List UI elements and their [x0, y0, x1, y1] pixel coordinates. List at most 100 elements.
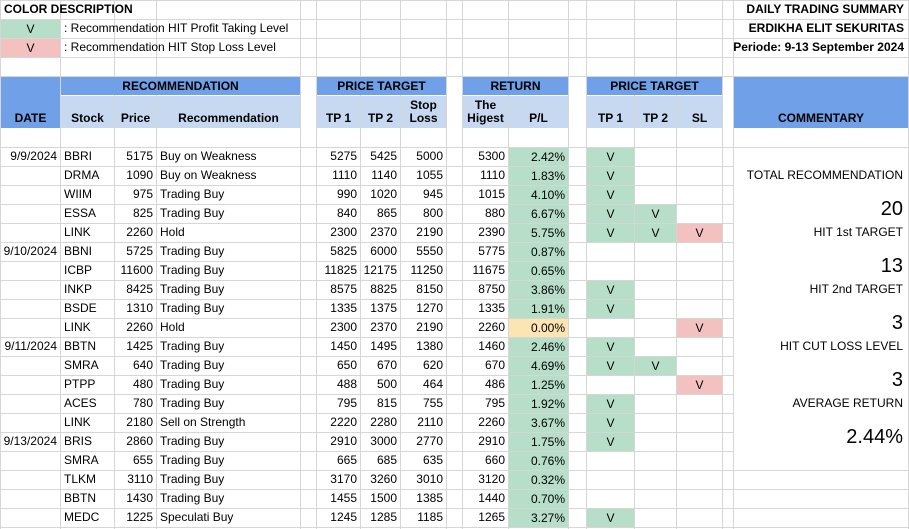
cell-price: 480	[132, 377, 153, 391]
cell-recommendation: Sell on Strength	[160, 415, 246, 429]
cell-stock: LINK	[64, 320, 91, 334]
header-recommendation-group: RECOMMENDATION	[61, 77, 300, 95]
cell-hit-sl	[677, 243, 722, 261]
gridline	[60, 0, 61, 529]
commentary-avg-label: AVERAGE RETURN	[792, 396, 903, 410]
cell-stop-loss: 2770	[416, 434, 443, 448]
cell-stock: SMRA	[64, 358, 99, 372]
cell-price: 1430	[126, 491, 153, 505]
cell-hit-tp2	[635, 471, 676, 489]
cell-pl: 3.86%	[509, 281, 568, 299]
header-return-group: RETURN	[463, 77, 568, 95]
cell-price: 2860	[126, 434, 153, 448]
cell-hit-tp2	[635, 186, 676, 204]
cell-hit-sl	[677, 338, 722, 356]
header-commentary: COMMENTARY	[734, 77, 908, 128]
cell-price: 655	[132, 453, 153, 467]
header-price-target-group: PRICE TARGET	[317, 77, 446, 95]
cell-tp1: 11825	[324, 263, 357, 277]
gridline	[316, 0, 317, 529]
cell-hit-sl	[677, 395, 722, 413]
cell-tp2: 1495	[370, 339, 397, 353]
gridline	[0, 19, 909, 20]
gridline	[0, 185, 909, 186]
cell-tp1: 840	[336, 206, 357, 220]
cell-highest: 2390	[478, 225, 505, 239]
cell-tp2: 1500	[370, 491, 397, 505]
cell-recommendation: Trading Buy	[160, 396, 225, 410]
cell-hit-tp1: V	[587, 224, 634, 242]
cell-date	[1, 470, 60, 489]
cell-hit-tp1: V	[587, 338, 634, 356]
cell-hit-sl: V	[677, 224, 722, 242]
cell-pl: 0.65%	[509, 262, 568, 280]
cell-hit-tp1: V	[587, 148, 634, 166]
cell-highest: 880	[484, 206, 505, 220]
gridline	[0, 76, 909, 77]
cell-tp1: 1335	[330, 301, 357, 315]
cell-date: 9/13/2024	[3, 434, 57, 448]
cell-stop-loss: 3010	[416, 472, 443, 486]
cell-hit-tp2	[635, 414, 676, 432]
cell-tp2: 1020	[370, 187, 397, 201]
legend-text: : Recommendation HIT Profit Taking Level	[64, 21, 289, 35]
cell-hit-sl	[677, 281, 722, 299]
cell-highest: 1015	[478, 187, 505, 201]
cell-tp1: 650	[336, 358, 357, 372]
cell-stock: ACES	[64, 396, 97, 410]
gridline	[0, 261, 909, 262]
gridline	[0, 318, 909, 319]
cell-hit-tp1: V	[587, 395, 634, 413]
cell-hit-tp2	[635, 281, 676, 299]
cell-hit-tp1	[587, 471, 634, 489]
cell-recommendation: Trading Buy	[160, 472, 225, 486]
header-hit-tp1: TP 1	[587, 96, 634, 128]
cell-tp2: 815	[376, 396, 397, 410]
gridline	[0, 223, 909, 224]
gridline	[0, 337, 909, 338]
cell-stop-loss: 1270	[416, 301, 443, 315]
header-hit-tp2: TP 2	[635, 96, 676, 128]
cell-recommendation: Trading Buy	[160, 206, 225, 220]
commentary-cut-label: HIT CUT LOSS LEVEL	[780, 339, 903, 353]
gridline	[0, 38, 909, 39]
cell-hit-tp1	[587, 243, 634, 261]
cell-hit-tp1: V	[587, 509, 634, 527]
cell-hit-sl	[677, 262, 722, 280]
cell-stock: ICBP	[64, 263, 93, 277]
cell-highest: 8750	[478, 282, 505, 296]
commentary-hit2-label: HIT 2nd TARGET	[809, 282, 903, 296]
cell-stop-loss: 1385	[416, 491, 443, 505]
cell-stop-loss: 620	[422, 358, 443, 372]
cell-hit-tp1	[587, 452, 634, 470]
cell-hit-tp1	[587, 376, 634, 394]
cell-tp1: 1450	[330, 339, 357, 353]
gridline	[0, 394, 909, 395]
cell-hit-tp2	[635, 490, 676, 508]
cell-tp2: 6000	[370, 244, 397, 258]
cell-recommendation: Buy on Weakness	[160, 168, 257, 182]
cell-stock: WIIM	[64, 187, 92, 201]
cell-price: 1225	[126, 510, 153, 524]
cell-hit-tp2	[635, 395, 676, 413]
cell-stop-loss: 1055	[416, 168, 443, 182]
cell-price: 5725	[126, 244, 153, 258]
gridline	[0, 0, 909, 1]
cell-hit-tp2: V	[635, 357, 676, 375]
cell-hit-sl	[677, 490, 722, 508]
cell-hit-sl	[677, 300, 722, 318]
cell-hit-sl	[677, 433, 722, 451]
cell-hit-tp2	[635, 243, 676, 261]
cell-hit-tp1	[587, 319, 634, 337]
cell-stop-loss: 5000	[416, 149, 443, 163]
cell-tp2: 670	[376, 358, 397, 372]
cell-tp2: 1375	[370, 301, 397, 315]
cell-tp1: 795	[336, 396, 357, 410]
cell-tp2: 865	[376, 206, 397, 220]
cell-date	[1, 356, 60, 375]
gridline	[0, 508, 909, 509]
cell-hit-tp2	[635, 509, 676, 527]
cell-pl: 0.32%	[509, 471, 568, 489]
cell-stop-loss: 5550	[416, 244, 443, 258]
cell-hit-sl	[677, 509, 722, 527]
